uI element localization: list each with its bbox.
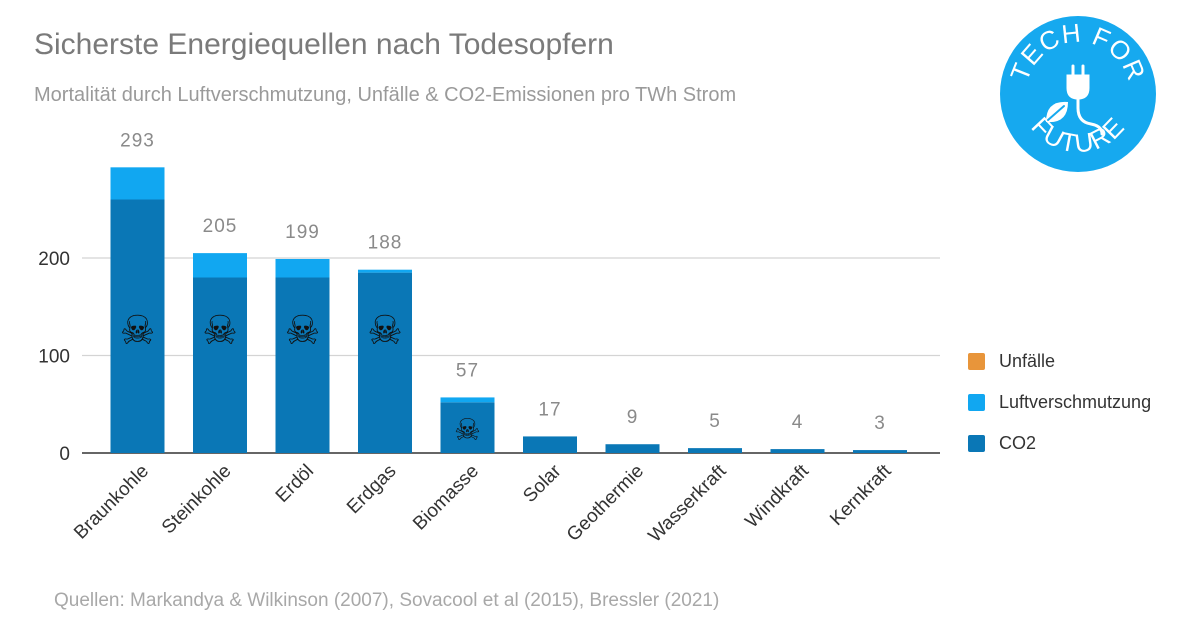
data-label-windkraft: 4	[792, 412, 804, 433]
x-tick-label-erdgas: Erdgas	[343, 461, 400, 518]
x-tick-label-wasserkraft: Wasserkraft	[645, 460, 732, 547]
tech-for-future-logo: TECH FOR FUTURE	[1000, 16, 1156, 172]
bar-co2-erdoel	[275, 277, 330, 453]
x-tick-label-braunkohle: Braunkohle	[70, 461, 153, 544]
plug-leaf-icon	[1046, 64, 1104, 136]
x-tick-label-steinkohle: Steinkohle	[158, 461, 236, 539]
bar-co2-kernkraft	[853, 450, 907, 453]
bar-luftverschmutzung-biomasse	[440, 397, 495, 403]
legend-label-unfaelle: Unfälle	[999, 350, 1056, 371]
skull-icon-erdoel: ☠	[285, 308, 321, 354]
legend-item-luftverschmutzung[interactable]: Luftverschmutzung	[968, 389, 1151, 415]
source-note: Quellen: Markandya & Wilkinson (2007), S…	[54, 590, 720, 611]
legend-label-luftverschmutzung: Luftverschmutzung	[999, 391, 1152, 412]
data-label-geothermie: 9	[627, 407, 639, 428]
legend-swatch-luftverschmutzung	[968, 393, 985, 411]
legend-item-unfaelle[interactable]: Unfälle	[968, 348, 1151, 374]
bar-co2-braunkohle	[110, 199, 165, 453]
data-label-erdoel: 199	[285, 222, 320, 243]
bar-co2-solar	[523, 436, 577, 453]
legend-swatch-co2	[968, 434, 985, 452]
skull-icon-steinkohle: ☠	[202, 308, 238, 354]
y-tick-label-0: 0	[59, 444, 70, 465]
bar-co2-windkraft	[770, 449, 825, 453]
data-label-braunkohle: 293	[120, 130, 155, 151]
x-tick-label-solar: Solar	[519, 460, 566, 507]
y-tick-label-200: 200	[38, 249, 70, 270]
legend-item-co2[interactable]: CO2	[968, 430, 1151, 456]
bar-co2-steinkohle	[193, 277, 247, 453]
x-tick-label-erdoel: Erdöl	[272, 461, 318, 507]
legend-label-co2: CO2	[999, 432, 1037, 453]
data-label-steinkohle: 205	[203, 216, 238, 237]
data-label-wasserkraft: 5	[709, 411, 721, 432]
bar-luftverschmutzung-braunkohle	[110, 167, 165, 200]
skull-icon-erdgas: ☠	[367, 308, 403, 354]
data-label-kernkraft: 3	[874, 413, 886, 434]
chart-title: Sicherste Energiequellen nach Todesopfer…	[34, 28, 614, 61]
bar-luftverschmutzung-erdgas	[358, 269, 412, 273]
bar-co2-wasserkraft	[688, 448, 742, 453]
bar-co2-geothermie	[605, 444, 660, 453]
bar-co2-biomasse	[440, 402, 495, 453]
legend-swatch-unfaelle	[968, 352, 985, 370]
x-tick-label-windkraft: Windkraft	[741, 460, 813, 532]
data-label-erdgas: 188	[368, 233, 403, 254]
chart-legend: Unfälle Luftverschmutzung CO2	[968, 348, 1151, 471]
x-tick-label-kernkraft: Kernkraft	[826, 460, 896, 530]
y-tick-label-100: 100	[38, 347, 70, 368]
x-tick-label-geothermie: Geothermie	[563, 461, 648, 546]
stacked-bar-chart: 0 100 200 293 ☠ Braunkohle 205 ☠ Steinkohle 199 ☠…	[38, 130, 940, 547]
chart-subtitle: Mortalität durch Luftverschmutzung, Unfä…	[34, 84, 737, 106]
bar-co2-erdgas	[358, 272, 412, 453]
x-tick-label-biomasse: Biomasse	[409, 461, 483, 535]
skull-icon-braunkohle: ☠	[120, 308, 156, 354]
skull-icon-biomasse: ☠	[454, 413, 481, 448]
data-label-solar: 17	[538, 399, 561, 420]
data-label-biomasse: 57	[456, 360, 479, 381]
bar-luftverschmutzung-erdoel	[275, 258, 330, 278]
bar-luftverschmutzung-steinkohle	[193, 253, 247, 278]
